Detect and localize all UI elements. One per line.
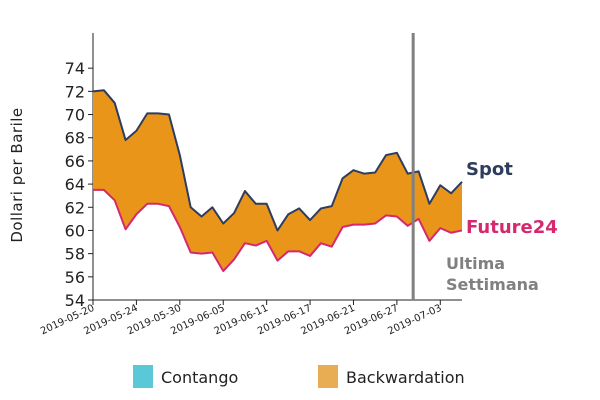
legend-label-contango: Contango <box>161 368 238 387</box>
annotation-line1: Ultima <box>446 254 505 273</box>
y-tick-label: 72 <box>65 82 85 101</box>
y-tick-label: 64 <box>65 175 85 194</box>
spot-line <box>92 89 463 232</box>
y-tick-label: 74 <box>65 59 85 78</box>
legend-label-backwardation: Backwardation <box>346 368 465 387</box>
legend-swatch-backwardation <box>318 365 338 388</box>
backwardation-area <box>93 90 462 272</box>
y-tick-label: 54 <box>65 291 85 310</box>
y-tick-label: 62 <box>65 198 85 217</box>
y-axis-label: Dollari per Barile <box>8 107 26 242</box>
y-tick-label: 56 <box>65 268 85 287</box>
future24-line <box>93 188 463 273</box>
annotation-line2: Settimana <box>446 275 539 294</box>
y-tick-label: 68 <box>65 129 85 148</box>
spot-series-label: Spot <box>466 159 513 180</box>
future-series-label: Future24 <box>466 217 558 238</box>
plot-area <box>92 33 463 300</box>
y-tick-label: 66 <box>65 152 85 171</box>
legend: Contango Backwardation <box>133 365 465 388</box>
y-tick-label: 58 <box>65 245 85 264</box>
y-tick-label: 60 <box>65 221 85 240</box>
y-tick-label: 70 <box>65 106 85 125</box>
legend-swatch-contango <box>133 365 153 388</box>
